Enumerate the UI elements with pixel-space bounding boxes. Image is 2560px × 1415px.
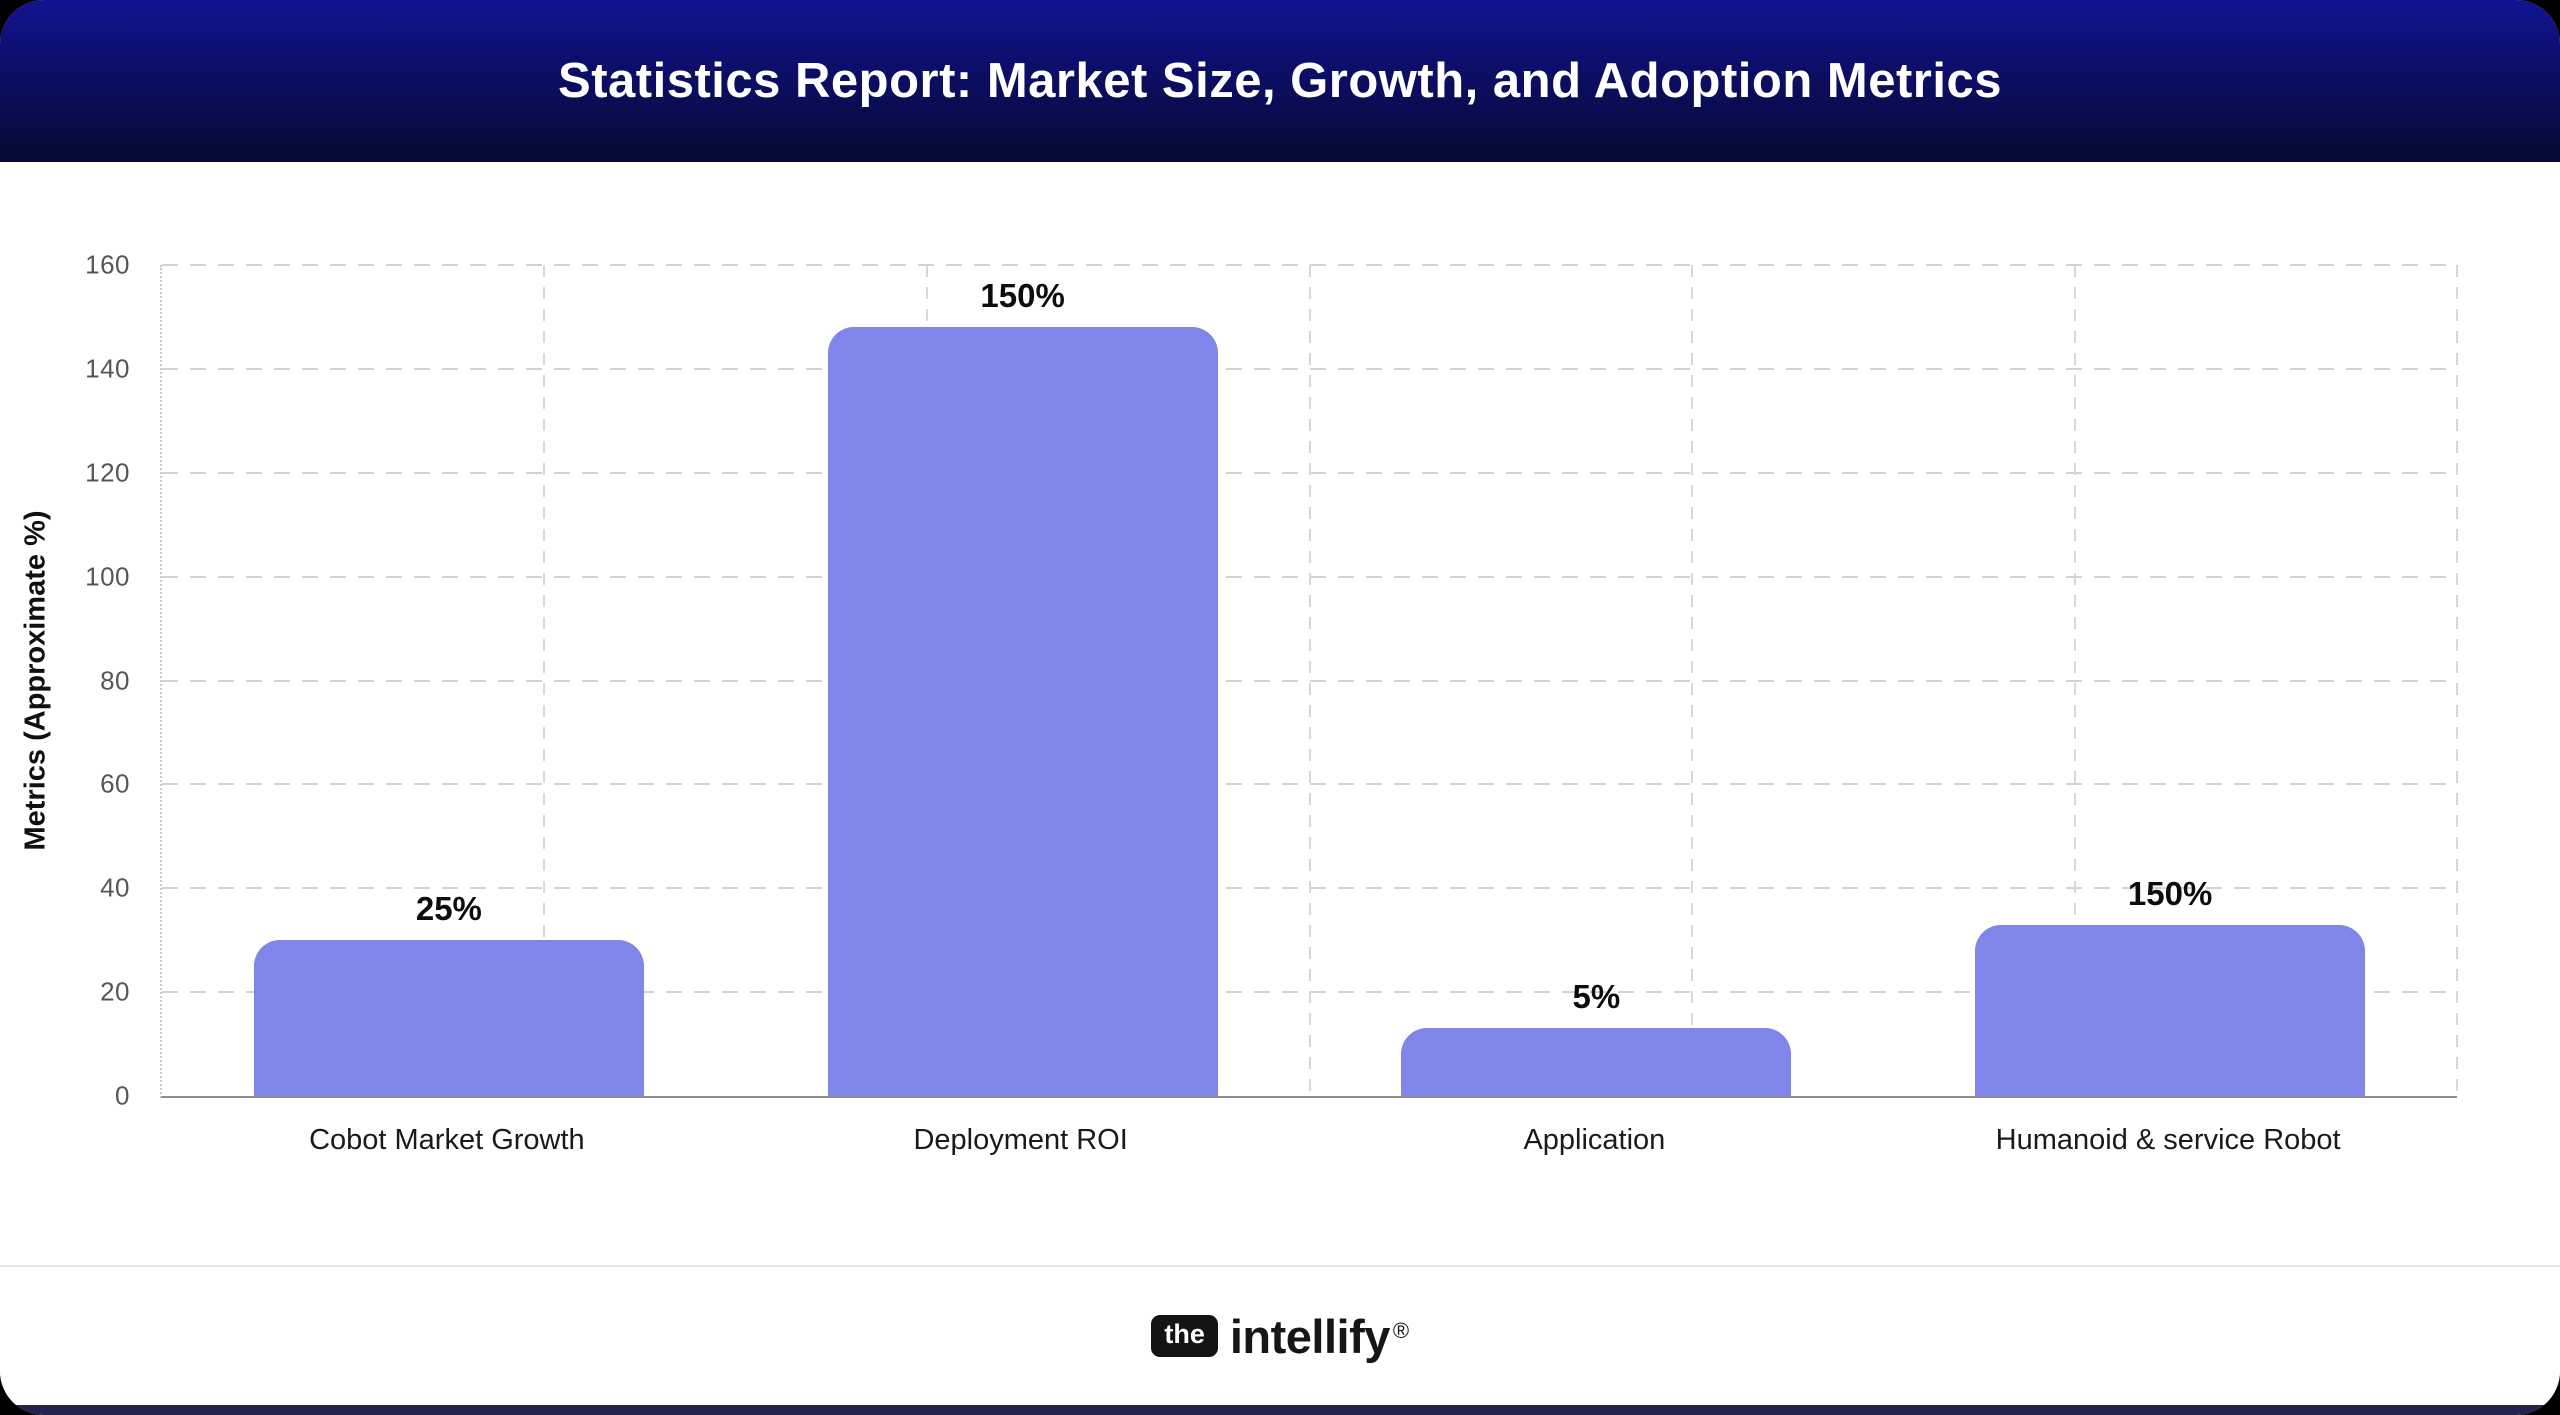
bar bbox=[1401, 1028, 1792, 1096]
gridline-v-6 bbox=[2456, 265, 2458, 1096]
y-axis-ticks: 0 20 40 60 80 100 120 140 160 bbox=[40, 250, 144, 1111]
bar-slot: 150% bbox=[1883, 265, 2457, 1096]
bar-value-label: 150% bbox=[2127, 874, 2213, 912]
y-tick-100: 100 bbox=[85, 561, 130, 592]
logo-wordmark: intellify ® bbox=[1230, 1313, 1409, 1360]
gridline-v-4 bbox=[1690, 265, 1693, 1096]
x-category-label: Application bbox=[1523, 1124, 1666, 1156]
y-tick-80: 80 bbox=[100, 665, 130, 695]
bar-value-label: 5% bbox=[1572, 978, 1621, 1016]
bottom-accent-strip bbox=[0, 1405, 2560, 1415]
x-category-label: Humanoid & service Robot bbox=[1995, 1124, 2341, 1156]
bar bbox=[253, 940, 644, 1096]
bar-slot: 5% bbox=[1310, 265, 1884, 1096]
y-tick-160: 160 bbox=[85, 249, 130, 280]
plot-area: 25% 150% 5% 150% bbox=[160, 264, 2458, 1098]
gridline-v-3 bbox=[1308, 265, 1311, 1096]
bar-value-label: 25% bbox=[415, 890, 482, 928]
report-footer: the intellify ® bbox=[0, 1265, 2560, 1405]
y-tick-140: 140 bbox=[85, 353, 130, 384]
y-tick-60: 60 bbox=[100, 768, 130, 799]
bar bbox=[1975, 924, 2366, 1096]
bar-value-label: 150% bbox=[980, 277, 1065, 315]
logo-text: intellify bbox=[1229, 1309, 1391, 1363]
y-tick-0: 0 bbox=[115, 1080, 130, 1111]
registered-mark-icon: ® bbox=[1392, 1317, 1409, 1343]
y-tick-120: 120 bbox=[85, 457, 130, 488]
y-tick-20: 20 bbox=[100, 976, 130, 1007]
intellify-logo: the intellify ® bbox=[1151, 1313, 1409, 1360]
gridline-v-5 bbox=[2073, 265, 2076, 1096]
report-header: Statistics Report: Market Size, Growth, … bbox=[0, 0, 2560, 162]
bar bbox=[827, 327, 1218, 1096]
chart-section: Metrics (Approximate %) 0 20 40 60 80 100 120 1… bbox=[0, 162, 2560, 1265]
x-category-label: Deployment ROI bbox=[913, 1124, 1128, 1156]
y-tick-40: 40 bbox=[100, 872, 130, 903]
bar-slot: 150% bbox=[736, 265, 1310, 1096]
bar-slot: 25% bbox=[162, 265, 736, 1096]
logo-the-badge: the bbox=[1151, 1315, 1218, 1357]
gridline-v-1 bbox=[543, 265, 546, 1096]
report-title: Statistics Report: Market Size, Growth, … bbox=[558, 54, 2002, 108]
x-axis-labels: Cobot Market Growth Deployment ROI Applica… bbox=[160, 1124, 2455, 1157]
x-category-label: Cobot Market Growth bbox=[309, 1124, 585, 1156]
